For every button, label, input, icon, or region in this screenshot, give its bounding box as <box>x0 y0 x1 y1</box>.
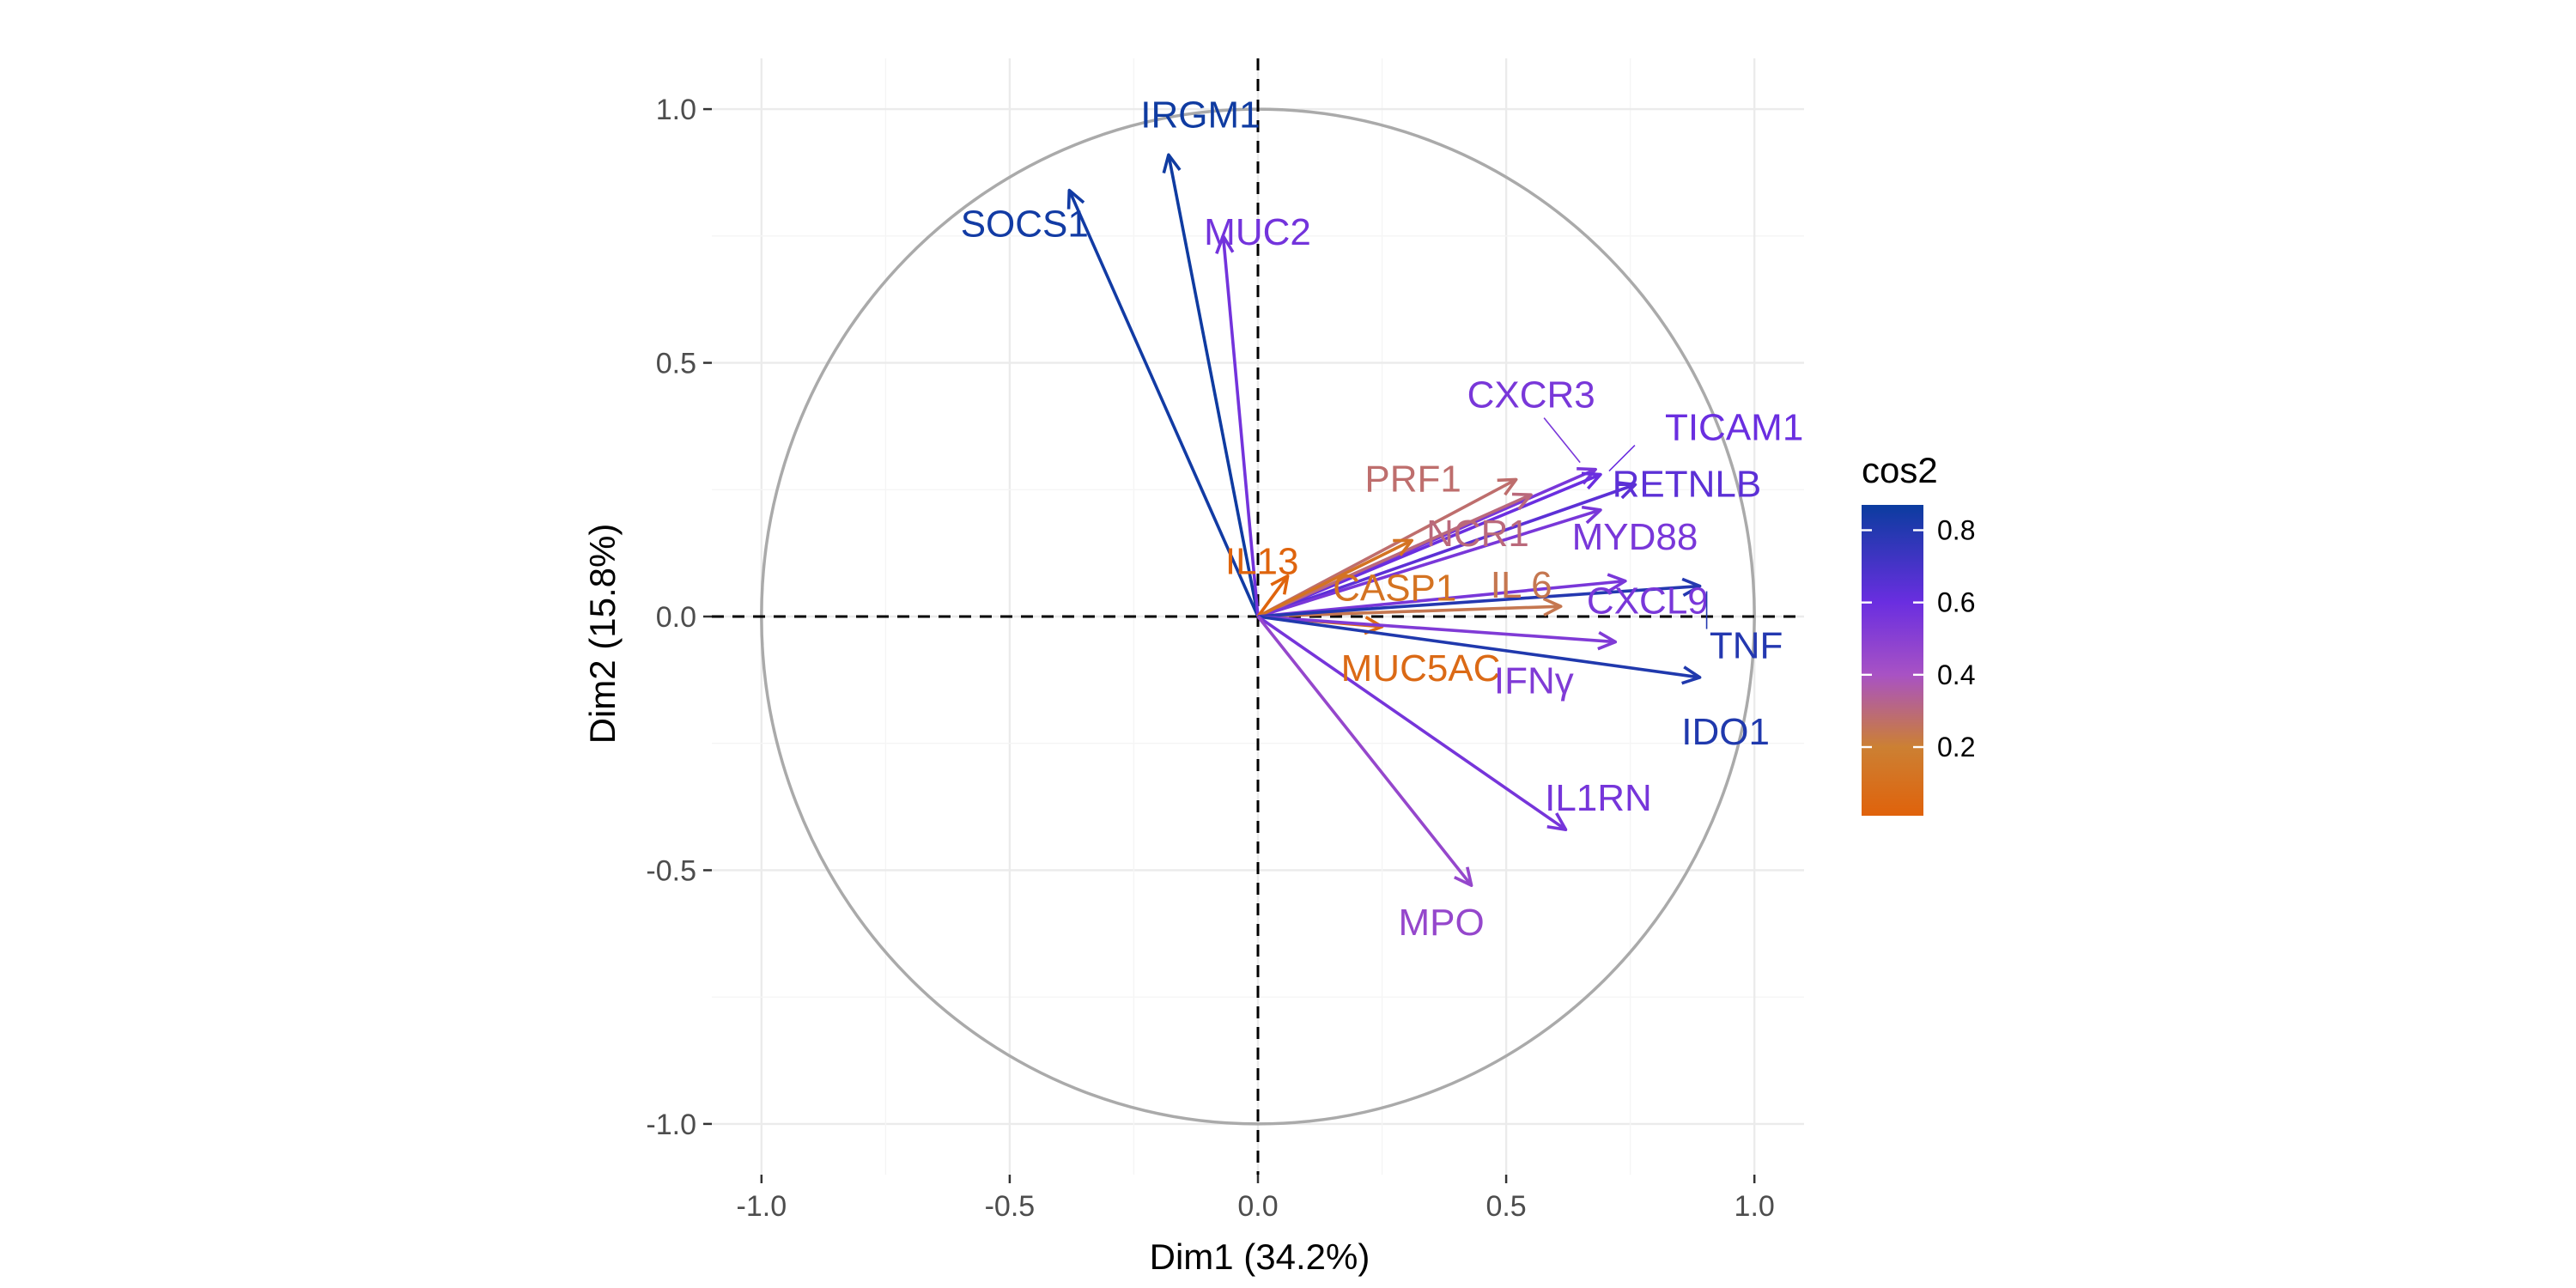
var-label-tnf: TNF <box>1710 625 1783 667</box>
x-tick-label: -0.5 <box>985 1190 1036 1223</box>
var-label-prf1: PRF1 <box>1364 458 1461 500</box>
y-tick-label: 0.0 <box>656 601 696 634</box>
x-axis-title: Dim1 (34.2%) <box>1150 1236 1370 1277</box>
legend-tick-label: 0.8 <box>1937 514 1975 545</box>
y-tick-label: -1.0 <box>646 1109 696 1141</box>
variable-labels: IRGM1 SOCS1 MUC2 CXCR3 TICAM1 RETNLB PRF1 NCR1 M… <box>961 94 1804 944</box>
var-label-il13: IL13 <box>1225 541 1299 583</box>
x-tick-label: -1.0 <box>737 1190 787 1223</box>
var-label-muc2: MUC2 <box>1204 211 1311 253</box>
arrow-il13 <box>1256 574 1290 618</box>
var-label-cxcr3: CXCR3 <box>1467 374 1595 416</box>
legend-tick-label: 0.2 <box>1937 732 1975 762</box>
var-label-cxcl9: CXCL9 <box>1587 580 1709 623</box>
arrow-shaft-socs1 <box>1067 189 1260 617</box>
arrow-shaft-ido1 <box>1257 615 1700 679</box>
var-label-il1rn: IL1RN <box>1545 777 1652 819</box>
x-tick-label: 0.0 <box>1237 1190 1278 1223</box>
arrow-cxcl9 <box>1257 573 1627 618</box>
var-label-retnlb: RETNLB <box>1613 463 1762 505</box>
legend-tick-label: 0.6 <box>1937 587 1975 618</box>
arrow-shaft-irgm1 <box>1167 154 1260 617</box>
arrow-ncr1 <box>1257 492 1533 618</box>
y-tick-label: 1.0 <box>656 94 696 126</box>
arrow-head-ticam1 <box>1581 471 1602 490</box>
var-label-socs1: SOCS1 <box>961 204 1089 246</box>
arrow-shaft-il-6 <box>1257 605 1561 618</box>
arrow-head-ncr1 <box>1511 492 1533 511</box>
arrow-head-casp1 <box>1393 538 1414 556</box>
arrow-head-socs1 <box>1066 188 1085 210</box>
y-tick-label: -0.5 <box>646 854 696 887</box>
var-label-il-6: IL 6 <box>1491 564 1552 606</box>
arrow-il-6 <box>1257 597 1563 618</box>
arrow-shaft-ncr1 <box>1257 493 1532 618</box>
plot-panel: -1.0 -0.5 0.0 0.5 1.0 -1.0 -0.5 0.0 0.5 1.0 IRGM1… <box>646 58 1804 1223</box>
leader-line-ticam1 <box>1608 444 1636 472</box>
arrow-shaft-ticam1 <box>1257 472 1601 618</box>
arrow-head-il-6 <box>1542 597 1563 617</box>
arrow-head-retnlb <box>1616 481 1637 500</box>
arrow-retnlb <box>1257 481 1637 618</box>
var-label-muc5ac: MUC5AC <box>1341 647 1501 690</box>
arrow-shaft-ifn- <box>1257 615 1616 644</box>
arrow-head-myd88 <box>1581 505 1602 525</box>
legend-ticks: 0.2 0.4 0.6 0.8 <box>1862 514 1975 762</box>
arrow-head-il13 <box>1270 574 1290 595</box>
arrow-head-il1rn <box>1546 812 1568 831</box>
arrow-socs1 <box>1066 188 1260 617</box>
leader-line-cxcr3 <box>1543 417 1581 464</box>
arrow-mpo <box>1256 615 1473 887</box>
y-axis-title: Dim2 (15.8%) <box>582 524 623 744</box>
arrow-shaft-tnf <box>1257 584 1700 618</box>
arrow-head-ido1 <box>1681 665 1702 685</box>
arrow-head-muc2 <box>1215 234 1235 255</box>
cos2-legend: cos2 0.2 0.4 0.6 0.8 <box>1862 450 1975 816</box>
axis-ticks: -1.0 -0.5 0.0 0.5 1.0 -1.0 -0.5 0.0 0.5 1.0 <box>646 94 1774 1223</box>
var-label-irgm1: IRGM1 <box>1140 94 1260 136</box>
arrow-myd88 <box>1257 505 1602 618</box>
arrow-ifn- <box>1257 615 1618 651</box>
arrow-head-tnf <box>1681 577 1702 598</box>
legend-colorbar <box>1862 505 1923 816</box>
var-label-ifn-: IFNγ <box>1494 660 1574 702</box>
arrow-shaft-muc2 <box>1221 235 1260 617</box>
arrow-head-cxcl9 <box>1607 573 1627 592</box>
legend-title: cos2 <box>1862 450 1938 490</box>
arrow-il1rn <box>1256 615 1568 831</box>
arrow-shaft-retnlb <box>1257 483 1637 618</box>
variable-arrows <box>1066 153 1702 887</box>
arrow-head-ifn- <box>1597 631 1618 651</box>
arrow-shaft-mpo <box>1256 615 1473 887</box>
arrow-shaft-cxcl9 <box>1257 579 1626 618</box>
x-tick-label: 0.5 <box>1485 1190 1526 1223</box>
legend-tick-label: 0.4 <box>1937 659 1975 690</box>
var-label-ido1: IDO1 <box>1681 711 1770 753</box>
arrow-ticam1 <box>1257 471 1602 618</box>
arrow-head-irgm1 <box>1162 153 1182 174</box>
arrow-shaft-il13 <box>1256 574 1290 618</box>
arrow-shaft-casp1 <box>1257 538 1413 618</box>
arrow-tnf <box>1257 577 1702 618</box>
arrow-shaft-il1rn <box>1256 615 1567 831</box>
var-label-mpo: MPO <box>1399 902 1485 944</box>
arrow-ido1 <box>1257 615 1702 685</box>
arrow-head-prf1 <box>1497 477 1518 496</box>
var-label-ticam1: TICAM1 <box>1665 407 1803 449</box>
arrow-head-mpo <box>1454 866 1473 887</box>
var-label-ncr1: NCR1 <box>1426 513 1529 555</box>
var-label-casp1: CASP1 <box>1333 567 1456 609</box>
arrow-irgm1 <box>1162 153 1260 617</box>
x-tick-label: 1.0 <box>1735 1190 1775 1223</box>
arrow-casp1 <box>1257 538 1414 618</box>
var-label-myd88: MYD88 <box>1572 516 1698 558</box>
y-tick-label: 0.5 <box>656 348 696 380</box>
arrow-shaft-myd88 <box>1257 508 1601 618</box>
arrow-muc2 <box>1215 234 1260 617</box>
